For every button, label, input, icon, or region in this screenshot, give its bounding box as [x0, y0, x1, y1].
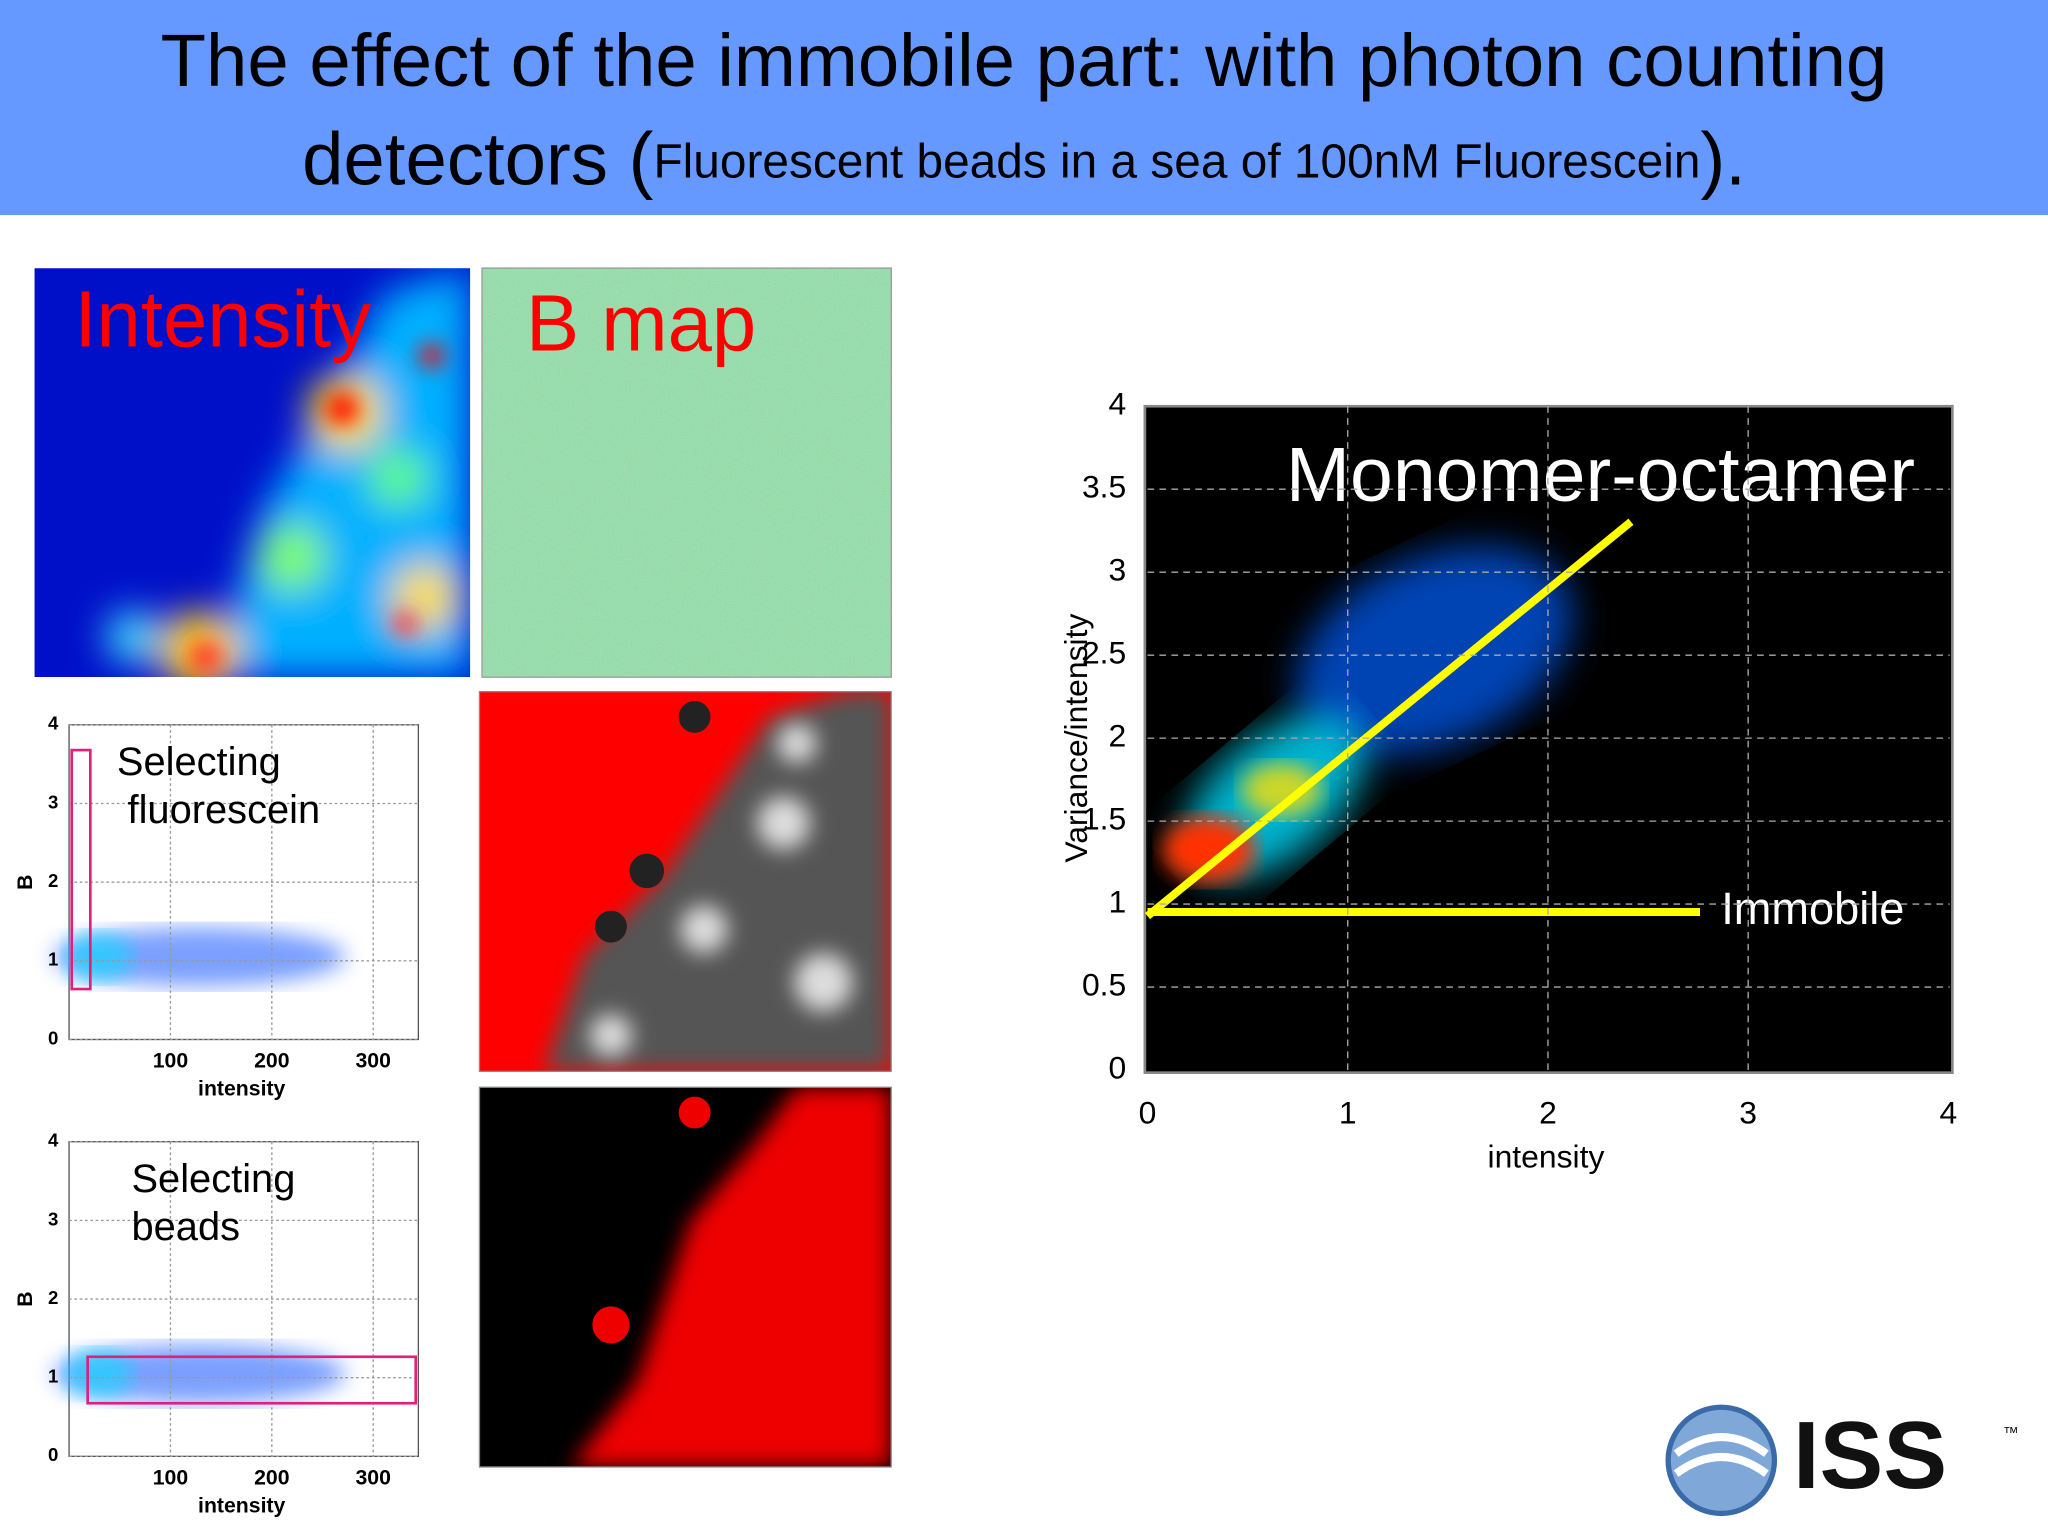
title-small: Fluorescent beads in a sea of 100nM Fluo…: [653, 135, 1700, 188]
x-axis-label: intensity: [1488, 1138, 1605, 1174]
y-tick-label: 0: [1109, 1049, 1127, 1085]
x-tick-label: 2: [1539, 1095, 1557, 1131]
title-part: detectors (: [302, 117, 654, 200]
monomer-line: [1144, 518, 1634, 920]
title-line1: The effect of the immobile part: with ph…: [161, 19, 1888, 102]
image-label: Intensity: [74, 274, 371, 363]
selection-label: beads: [131, 1205, 240, 1249]
beads-map: [479, 1087, 892, 1467]
x-tick-label: 3: [1739, 1095, 1757, 1131]
y-tick-label: 4: [1109, 386, 1127, 422]
y-tick-label: 2.5: [1082, 635, 1126, 671]
title-bar: [0, 0, 2048, 216]
y-tick-label: 3: [48, 1208, 58, 1229]
x-axis-label: intensity: [198, 1077, 286, 1101]
frame: [478, 1086, 892, 1468]
intensity-image: [34, 268, 471, 678]
x-tick-label: 1: [1339, 1095, 1357, 1131]
image-label: B map: [526, 278, 756, 367]
y-tick-label: 1: [48, 949, 58, 970]
y-tick-label: 3.5: [1082, 469, 1126, 505]
selection-box: [86, 1355, 418, 1405]
scatter-core: [66, 1349, 133, 1398]
x-tick-label: 100: [153, 1049, 188, 1073]
selection-label: Selecting: [131, 1157, 295, 1201]
frame: [478, 691, 892, 1073]
x-tick-label: 200: [254, 1466, 289, 1490]
plot-frame: [68, 724, 420, 1041]
y-tick-label: 0: [48, 1027, 58, 1048]
x-tick-label: 100: [153, 1466, 188, 1490]
logo-tm: ™: [2003, 1425, 2019, 1442]
y-tick-label: 1: [48, 1366, 58, 1387]
x-axis-label: intensity: [198, 1493, 286, 1517]
scatter-core: [66, 933, 133, 981]
logo-text: ISS: [1793, 1402, 1947, 1509]
y-tick-label: 3: [48, 791, 58, 812]
x-tick-label: 4: [1940, 1095, 1958, 1131]
logo: [1665, 1404, 1778, 1517]
x-tick-label: 300: [355, 1049, 390, 1073]
y-tick-label: 3: [1109, 552, 1127, 588]
selection-label: fluorescein: [128, 788, 321, 832]
x-tick-label: 300: [355, 1466, 390, 1490]
y-tick-label: 1.5: [1082, 801, 1126, 837]
main-cloud: [1162, 546, 1573, 883]
x-tick-label: 200: [254, 1049, 289, 1073]
annotation: Monomer-octamer: [1286, 432, 1915, 518]
selection-label: Selecting: [117, 740, 281, 784]
x-tick-label: 0: [1139, 1095, 1157, 1131]
y-tick-label: 2: [48, 1287, 58, 1308]
y-axis-label: Variance/intensity: [1058, 614, 1094, 863]
y-tick-label: 0.5: [1082, 966, 1126, 1002]
y-tick-label: 2: [1109, 718, 1127, 754]
annotation: Immobile: [1721, 883, 1904, 934]
selection-box: [70, 748, 92, 991]
y-tick-label: 4: [48, 1130, 59, 1151]
y-tick-label: 1: [1109, 884, 1127, 920]
title-end: ).: [1700, 117, 1745, 200]
fluorescein-map: [479, 691, 892, 1072]
y-tick-label: 4: [48, 713, 59, 734]
y-tick-label: 0: [48, 1444, 58, 1465]
y-tick-label: 2: [48, 870, 58, 891]
title-line2: detectors (Fluorescent beads in a sea of…: [302, 117, 1746, 200]
y-axis-label: B: [13, 1291, 37, 1306]
y-axis-label: B: [13, 875, 37, 890]
bmap-noise: [482, 268, 892, 678]
